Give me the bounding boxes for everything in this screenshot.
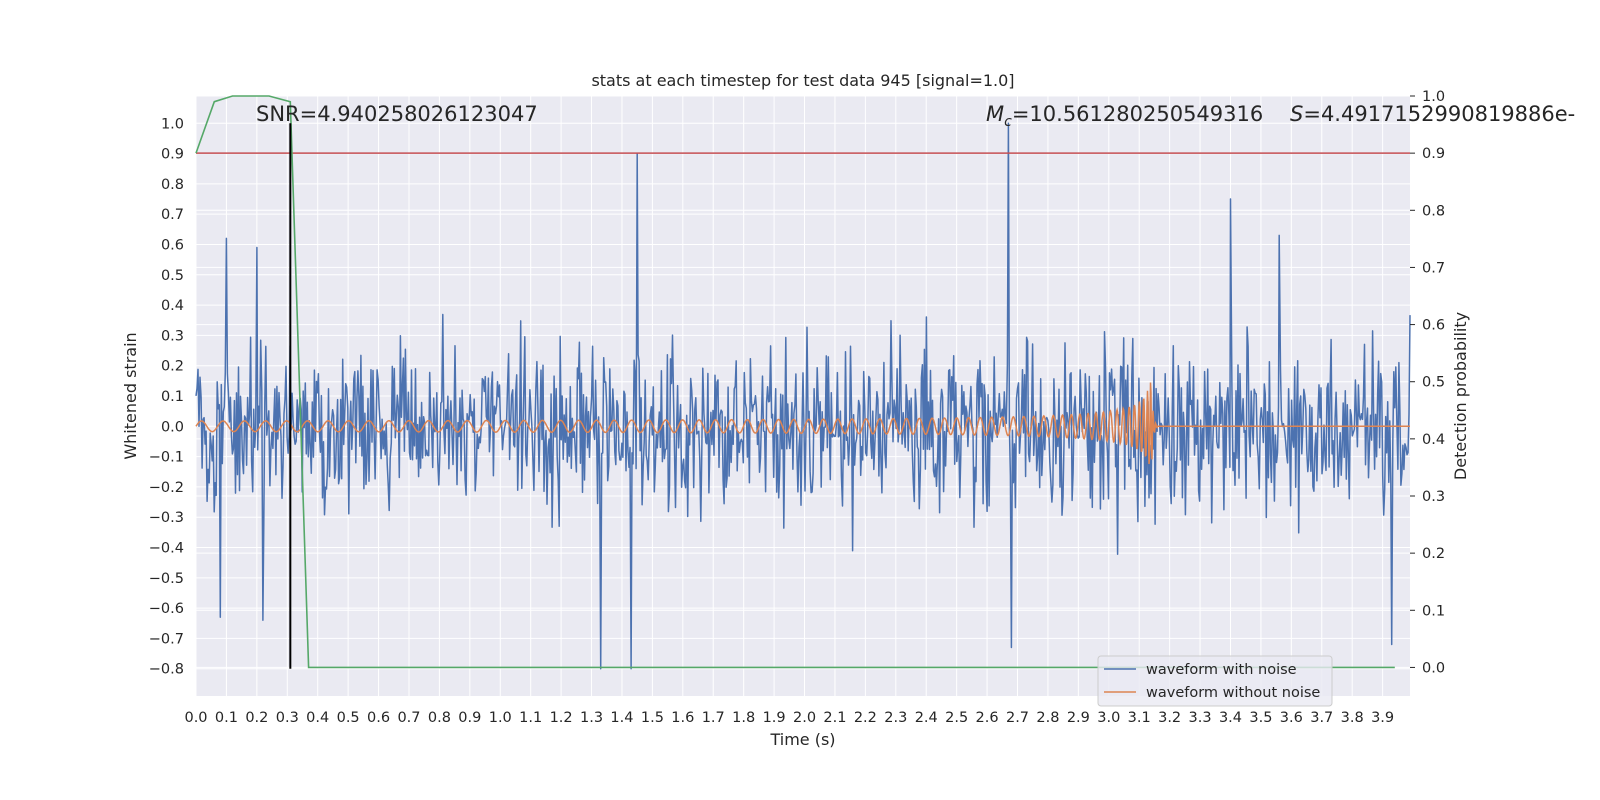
y2-tick-label: 0.2 xyxy=(1422,546,1445,562)
y2-tick-label: 1.0 xyxy=(1422,89,1445,105)
x-tick-labels: 0.0 0.1 0.2 0.3 0.4 0.5 0.6 0.7 0.8 0.9 1.0 1.1 1.2 1… xyxy=(184,710,1394,726)
x-tick-label: 3.1 xyxy=(1128,710,1151,726)
x-tick-label: 1.6 xyxy=(671,710,694,726)
y-tick-label: −0.6 xyxy=(149,601,184,617)
y2-tick-label: 0.0 xyxy=(1422,660,1445,676)
x-tick-label: 0.4 xyxy=(306,710,329,726)
legend-label-noise: waveform with noise xyxy=(1146,662,1297,678)
x-tick-label: 3.2 xyxy=(1158,710,1181,726)
x-tick-label: 3.0 xyxy=(1097,710,1120,726)
y-tick-label: 1.0 xyxy=(161,116,184,132)
x-tick-label: 1.3 xyxy=(580,710,603,726)
x-tick-label: 2.5 xyxy=(945,710,968,726)
y-tick-label: −0.8 xyxy=(149,662,184,678)
x-tick-label: 2.8 xyxy=(1036,710,1059,726)
x-tick-label: 0.1 xyxy=(215,710,238,726)
x-tick-label: 1.0 xyxy=(489,710,512,726)
chirp-mass-subscript: c xyxy=(1004,114,1012,130)
y-axis-label: Whitened strain xyxy=(121,332,140,459)
s-value: =4.491715299081988​6e- xyxy=(1303,102,1575,126)
series-detection-probability xyxy=(195,95,1395,669)
x-tick-label: 3.6 xyxy=(1280,710,1303,726)
x-axis-label: Time (s) xyxy=(769,730,835,749)
x-tick-label: 3.7 xyxy=(1310,710,1333,726)
y2-tick-label: 0.4 xyxy=(1422,432,1445,448)
x-tick-label: 3.5 xyxy=(1249,710,1272,726)
series-layer xyxy=(195,95,1411,670)
y-tick-label: 0.6 xyxy=(161,237,184,253)
x-tick-label: 0.6 xyxy=(367,710,390,726)
snr-annotation: SNR=4.940258026123047 xyxy=(256,102,538,126)
y-tick-label: 0.9 xyxy=(161,147,184,163)
chart-title: stats at each timestep for test data 945… xyxy=(591,71,1014,90)
y-tick-label: 0.1 xyxy=(161,389,184,405)
chirp-mass-annotation: Mc=10.561280250549316 xyxy=(986,102,1263,130)
y-tick-label: 0.5 xyxy=(161,268,184,284)
x-tick-label: 2.1 xyxy=(823,710,846,726)
y2-tick-label: 0.3 xyxy=(1422,489,1445,505)
x-tick-label: 0.8 xyxy=(428,710,451,726)
legend-label-clean: waveform without noise xyxy=(1146,685,1320,701)
x-tick-label: 2.7 xyxy=(1006,710,1029,726)
y2-tick-label: 0.1 xyxy=(1422,603,1445,619)
x-tick-label: 0.5 xyxy=(337,710,360,726)
legend: waveform with noise waveform without noi… xyxy=(1097,655,1333,707)
y-tick-label: 0.2 xyxy=(161,359,184,375)
x-tick-label: 3.4 xyxy=(1219,710,1242,726)
x-tick-label: 1.4 xyxy=(610,710,633,726)
y-tick-label: −0.4 xyxy=(149,541,184,557)
y2-tick-label: 0.5 xyxy=(1422,375,1445,391)
y-tick-label: 0.0 xyxy=(161,419,184,435)
y-tick-label: 0.3 xyxy=(161,328,184,344)
x-tick-label: 2.4 xyxy=(915,710,938,726)
series-waveform-without-noise xyxy=(195,382,1410,465)
y-tick-labels: 1.0 0.9 0.8 0.7 0.6 0.5 0.4 0.3 0.2 0.1 0.0 −0.1 −0.… xyxy=(149,116,184,677)
x-tick-label: 1.9 xyxy=(763,710,786,726)
x-tick-label: 0.7 xyxy=(397,710,420,726)
y-tick-label: −0.1 xyxy=(149,450,184,466)
x-tick-label: 2.0 xyxy=(793,710,816,726)
y-tick-label: −0.5 xyxy=(149,571,184,587)
x-tick-label: 2.3 xyxy=(884,710,907,726)
y-tick-label: −0.2 xyxy=(149,480,184,496)
y-tick-label: −0.3 xyxy=(149,510,184,526)
x-tick-label: 1.5 xyxy=(641,710,664,726)
x-tick-label: 3.9 xyxy=(1371,710,1394,726)
x-tick-label: 2.2 xyxy=(854,710,877,726)
x-tick-label: 0.0 xyxy=(184,710,207,726)
x-tick-label: 2.6 xyxy=(976,710,999,726)
y2-axis-label: Detection probability xyxy=(1451,312,1470,480)
x-tick-label: 1.1 xyxy=(519,710,542,726)
x-tick-label: 1.8 xyxy=(732,710,755,726)
x-tick-label: 3.3 xyxy=(1189,710,1212,726)
series-waveform-with-noise xyxy=(195,122,1411,670)
y2-tick-label: 0.8 xyxy=(1422,203,1445,219)
y2-tick-label: 0.9 xyxy=(1422,146,1445,162)
x-tick-label: 0.9 xyxy=(458,710,481,726)
x-tick-label: 1.2 xyxy=(550,710,573,726)
y-tick-label: 0.4 xyxy=(161,298,184,314)
x-tick-label: 0.2 xyxy=(245,710,268,726)
chirp-mass-symbol: M xyxy=(986,102,1004,126)
x-tick-label: 3.8 xyxy=(1341,710,1364,726)
s-symbol: S xyxy=(1290,102,1303,126)
y-tick-label: −0.7 xyxy=(149,631,184,647)
legend-box xyxy=(1097,655,1333,707)
x-tick-label: 1.7 xyxy=(702,710,725,726)
x-tick-label: 0.3 xyxy=(276,710,299,726)
y-tick-label: 0.7 xyxy=(161,207,184,223)
s-annotation: S=4.491715299081988​6e- xyxy=(1290,102,1575,126)
y2-tick-labels: 1.0 0.9 0.8 0.7 0.6 0.5 0.4 0.3 0.2 0.1 0.0 xyxy=(1410,89,1445,676)
chirp-mass-value: =10.561280250549316 xyxy=(1012,102,1263,126)
x-tick-label: 2.9 xyxy=(1067,710,1090,726)
y2-tick-label: 0.7 xyxy=(1422,260,1445,276)
y2-tick-label: 0.6 xyxy=(1422,318,1445,334)
y-tick-label: 0.8 xyxy=(161,177,184,193)
